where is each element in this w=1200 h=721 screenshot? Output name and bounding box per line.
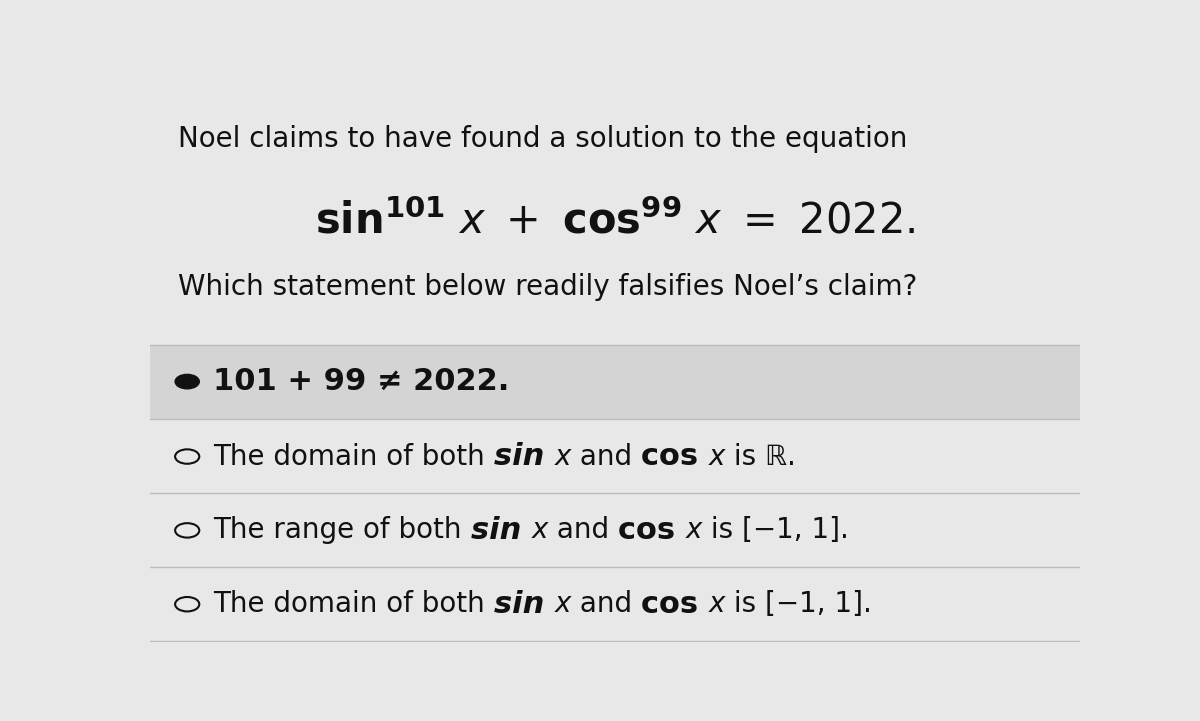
- Text: The domain of both: The domain of both: [214, 443, 494, 471]
- Text: and: and: [571, 443, 641, 471]
- Text: x: x: [532, 516, 548, 544]
- Bar: [150, 345, 1080, 418]
- Text: is ℝ.: is ℝ.: [725, 443, 797, 471]
- Text: and: and: [571, 590, 641, 618]
- Text: is [−1, 1].: is [−1, 1].: [702, 516, 848, 544]
- Bar: [150, 493, 1080, 567]
- Text: $\mathbf{sin}^{\mathbf{101}}\ \mathit{x}\ +\ \mathbf{cos}^{\mathbf{99}}\ \mathit: $\mathbf{sin}^{\mathbf{101}}\ \mathit{x}…: [314, 200, 916, 243]
- Text: x: x: [709, 590, 725, 618]
- Text: cos: cos: [618, 516, 685, 545]
- Bar: [150, 420, 1080, 493]
- Text: is [−1, 1].: is [−1, 1].: [725, 590, 872, 618]
- Text: x: x: [709, 443, 725, 471]
- Text: 101 + 99 ≠ 2022.: 101 + 99 ≠ 2022.: [214, 367, 510, 396]
- Text: sin: sin: [494, 590, 554, 619]
- Text: sin: sin: [470, 516, 532, 545]
- Text: Which statement below readily falsifies Noel’s claim?: Which statement below readily falsifies …: [178, 273, 917, 301]
- Text: The range of both: The range of both: [214, 516, 470, 544]
- Text: x: x: [554, 443, 571, 471]
- Text: and: and: [548, 516, 618, 544]
- Text: cos: cos: [641, 442, 709, 471]
- Text: x: x: [685, 516, 702, 544]
- Text: x: x: [554, 590, 571, 618]
- Text: Noel claims to have found a solution to the equation: Noel claims to have found a solution to …: [178, 125, 907, 154]
- Circle shape: [175, 374, 199, 389]
- Text: The domain of both: The domain of both: [214, 590, 494, 618]
- Bar: [150, 567, 1080, 641]
- Text: sin: sin: [494, 442, 554, 471]
- Text: cos: cos: [641, 590, 709, 619]
